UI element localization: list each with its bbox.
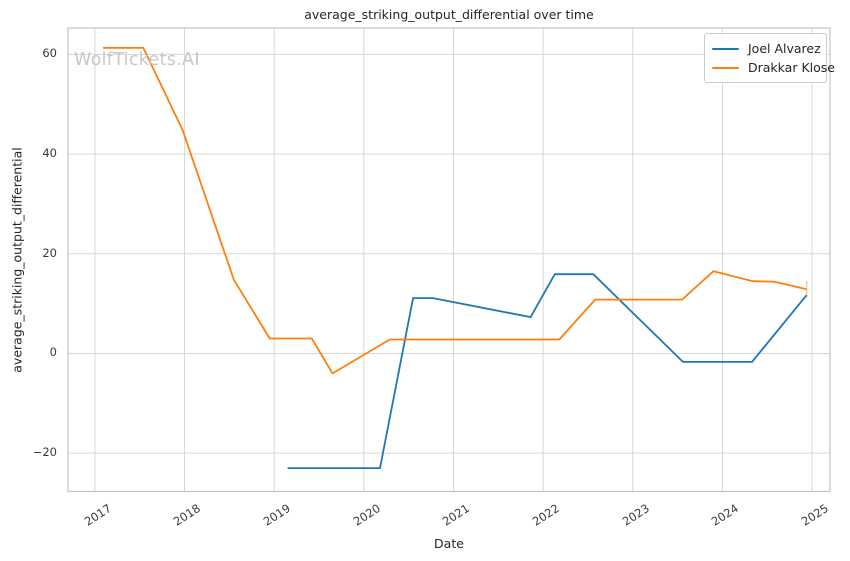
legend-item-joel-alvarez: Joel Alvarez (712, 39, 821, 58)
watermark: WolfTickets.AI (74, 50, 200, 70)
y-tick-label-0: 0 (49, 345, 57, 360)
y-tick-label-40: 40 (42, 146, 57, 161)
x-axis-label: Date (434, 536, 464, 551)
y-tick-label-20: 20 (42, 245, 57, 260)
legend: Joel Alvarez Drakkar Klose (704, 33, 835, 83)
legend-line-sample-drakkar-klose (712, 66, 739, 69)
legend-label-drakkar-klose: Drakkar Klose (748, 60, 835, 75)
chart-title: average_striking_output_differential ove… (304, 7, 594, 22)
legend-label-joel-alvarez: Joel Alvarez (748, 41, 821, 56)
y-axis-label: average_striking_output_differential (9, 147, 25, 373)
y-tick-label-60: 60 (42, 46, 57, 61)
plot-border (67, 27, 831, 493)
legend-line-sample-joel-alvarez (712, 47, 739, 50)
y-tick-label--20: −20 (32, 445, 57, 460)
legend-item-drakkar-klose: Drakkar Klose (712, 58, 835, 77)
series-line-joel-alvarez (287, 273, 808, 470)
series-line-drakkar-klose (103, 47, 807, 375)
